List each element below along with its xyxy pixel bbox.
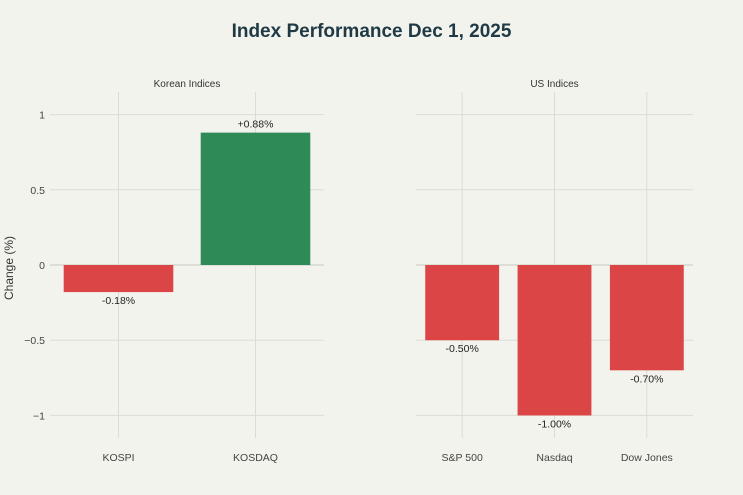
x-tick-label: KOSDAQ [233,452,278,464]
bar [63,265,174,293]
y-tick-label: −1 [33,410,45,422]
y-tick-label: 0 [39,260,45,272]
data-label: -1.00% [538,418,571,430]
panel-subtitle: US Indices [530,79,578,90]
y-axis-label: Change (%) [2,236,16,300]
data-label: +0.88% [238,119,274,131]
y-tick-label: 1 [39,110,45,122]
panel-subtitle: Korean Indices [154,79,221,90]
bar [200,132,311,265]
data-label: -0.18% [102,295,135,307]
data-label: -0.50% [446,343,479,355]
chart-panels: 1 0.5 0 −0.5 −1 Korean Indices -0.18% KOSPI +0.8… [24,79,693,464]
x-tick-label: S&P 500 [442,452,483,464]
data-label: -0.70% [630,373,663,385]
x-tick-label: Nasdaq [536,452,572,464]
chart-title: Index Performance Dec 1, 2025 [232,21,512,42]
bar [517,265,592,416]
x-tick-label: Dow Jones [621,452,673,464]
y-tick-label: −0.5 [24,335,45,347]
bar [609,265,684,371]
y-tick-label: 0.5 [30,185,45,197]
x-tick-label: KOSPI [102,452,134,464]
bar [425,265,500,341]
